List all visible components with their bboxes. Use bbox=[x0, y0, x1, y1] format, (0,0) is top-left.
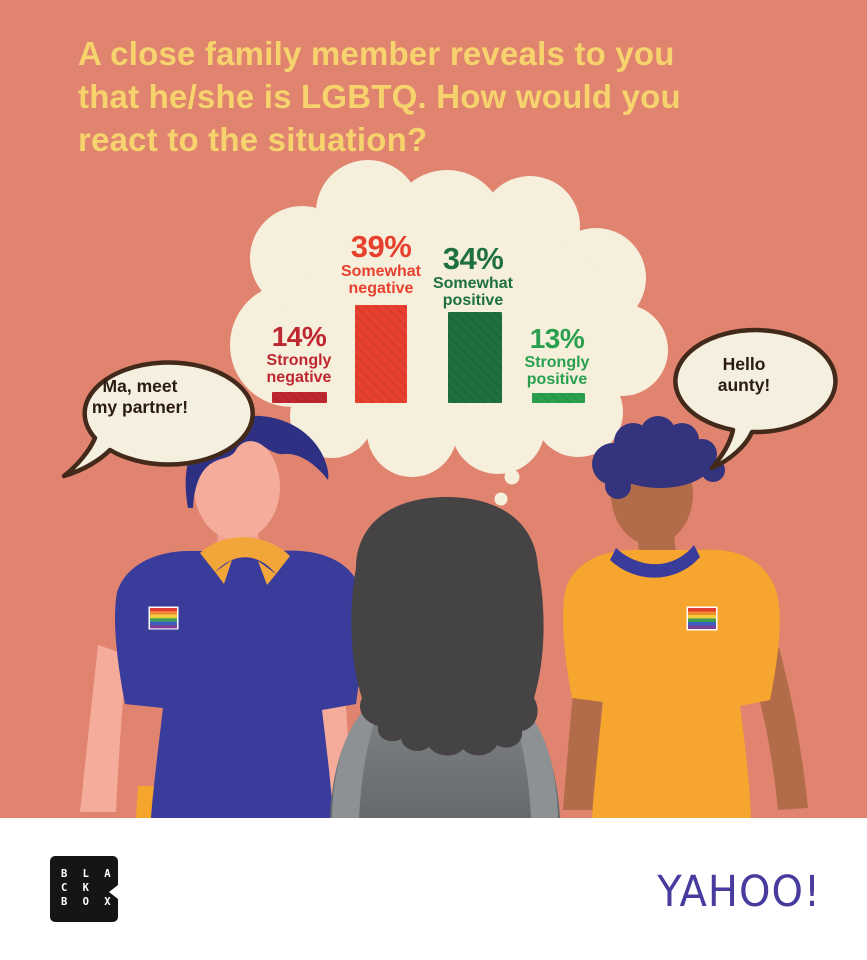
speech-left-line-2: my partner! bbox=[91, 397, 189, 417]
person-right bbox=[563, 416, 808, 818]
yahoo-logo: YAHOO! bbox=[657, 868, 821, 917]
percent-label: 39% bbox=[350, 229, 412, 264]
thought-trail-dot bbox=[504, 469, 520, 485]
title-line-1: A close family member reveals to you bbox=[78, 35, 675, 72]
left-man-collar-tip bbox=[215, 560, 232, 584]
title-line-3: react to the situation? bbox=[78, 121, 428, 158]
percent-label: 13% bbox=[529, 323, 585, 354]
footer: B L A C K B O X YAHOO! bbox=[0, 818, 867, 960]
thought-trail-dot bbox=[494, 492, 508, 506]
blackbox-row: B L A bbox=[61, 868, 116, 880]
chart-group-strongly-positive: 13% Strongly positive bbox=[495, 323, 619, 389]
blackbox-row: C K bbox=[61, 882, 94, 894]
category-label-line: positive bbox=[442, 292, 504, 309]
woman-right-arm bbox=[498, 691, 558, 818]
left-man-collar bbox=[200, 537, 290, 574]
category-label-line: Somewhat bbox=[340, 263, 421, 280]
thought-bubble-cloud bbox=[230, 160, 668, 524]
right-person-shirt bbox=[563, 549, 780, 818]
person-left-man bbox=[80, 415, 364, 818]
category-label-line: positive bbox=[526, 371, 588, 388]
speech-bubble-right bbox=[673, 327, 838, 471]
category-label-line: Strongly bbox=[524, 354, 590, 371]
category-label-line: negative bbox=[266, 369, 332, 386]
speech-right-line-1: Hello bbox=[722, 354, 766, 374]
chart-group-somewhat-negative: 39% Somewhat negative bbox=[319, 230, 443, 297]
blackbox-row: B O X bbox=[61, 896, 116, 908]
chart-group-somewhat-positive: 34% Somewhat positive bbox=[411, 242, 535, 309]
woman-hair bbox=[351, 497, 544, 756]
left-man-polo-shirt bbox=[114, 550, 364, 818]
bar-somewhat-negative bbox=[355, 305, 407, 403]
speech-bubble-left bbox=[61, 360, 255, 479]
category-label-line: Somewhat bbox=[432, 275, 513, 292]
rainbow-pin-icon bbox=[686, 606, 718, 631]
bar-strongly-negative bbox=[272, 392, 327, 403]
illustration-scene bbox=[61, 160, 838, 818]
right-person-collar-trim bbox=[610, 545, 700, 578]
bar-strongly-positive bbox=[532, 393, 585, 403]
rainbow-pin-icon bbox=[148, 606, 179, 630]
speech-right-line-2: aunty! bbox=[717, 375, 771, 395]
category-label-line: Strongly bbox=[266, 352, 332, 369]
speech-text-right: Hello aunty! bbox=[662, 354, 826, 396]
percent-label: 14% bbox=[271, 321, 327, 352]
bar-somewhat-positive bbox=[448, 312, 502, 403]
woman-left-arm bbox=[332, 691, 392, 818]
percent-label: 34% bbox=[442, 241, 504, 276]
page-title: A close family member reveals to you tha… bbox=[78, 32, 738, 161]
blackbox-logo-notch bbox=[109, 885, 118, 899]
title-line-2: that he/she is LGBTQ. How would you bbox=[78, 78, 681, 115]
person-middle-woman bbox=[330, 497, 560, 818]
left-man-left-arm bbox=[80, 645, 127, 812]
left-man-collar-tip bbox=[258, 561, 276, 585]
speech-text-left: Ma, meet my partner! bbox=[58, 376, 222, 418]
blackbox-logo: B L A C K B O X bbox=[50, 856, 118, 922]
chart-group-strongly-negative: 14% Strongly negative bbox=[237, 321, 361, 387]
category-label-line: negative bbox=[348, 280, 414, 297]
speech-left-line-1: Ma, meet bbox=[102, 376, 178, 396]
